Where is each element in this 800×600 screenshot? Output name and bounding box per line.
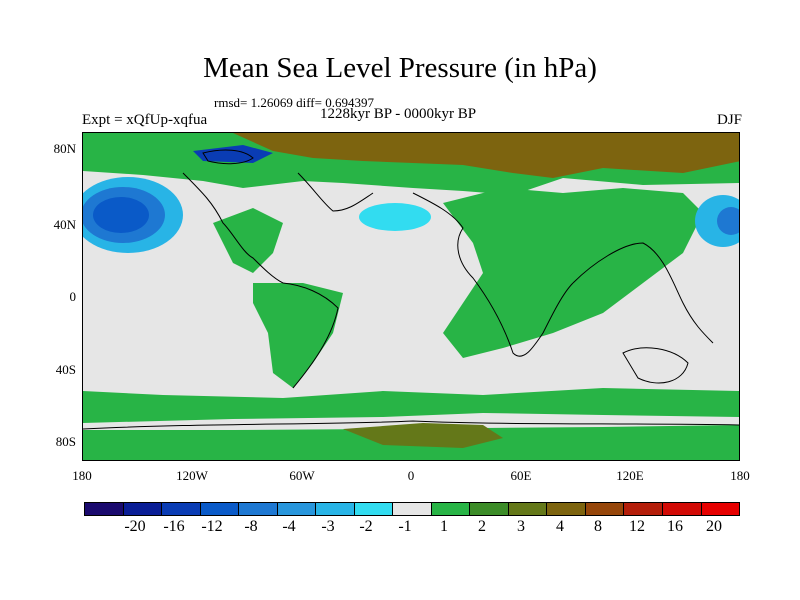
colorbar-swatch <box>393 503 432 515</box>
colorbar-label: -8 <box>244 518 258 535</box>
colorbar-swatch <box>470 503 509 515</box>
colorbar <box>84 502 740 516</box>
map-canvas <box>83 133 739 460</box>
colorbar-swatch <box>431 503 471 515</box>
lon-label-60w: 60W <box>289 468 315 483</box>
colorbar-swatch <box>354 503 394 515</box>
colorbar-swatch <box>585 503 625 515</box>
colorbar-swatch <box>316 503 355 515</box>
colorbar-label: -16 <box>163 518 185 535</box>
colorbar-label: 3 <box>517 518 525 535</box>
lat-label-40n: 40N <box>53 217 76 232</box>
map-title: Mean Sea Level Pressure (in hPa) <box>203 52 597 84</box>
colorbar-label: -1 <box>398 518 412 535</box>
colorbar-label: 1 <box>440 518 448 535</box>
season-label: DJF <box>716 112 742 128</box>
lat-label-80s: 80S <box>55 434 76 449</box>
colorbar-label: 8 <box>594 518 602 535</box>
colorbar-label: 16 <box>667 518 683 535</box>
colorbar-swatch <box>85 503 124 515</box>
south-america-positive <box>253 283 343 388</box>
north-pacific-low-inner <box>93 197 149 233</box>
stats-text: rmsd= 1.26069 diff= 0.694397 <box>214 95 374 110</box>
lon-label-120e: 120E <box>616 468 644 483</box>
colorbar-swatch <box>200 503 240 515</box>
lon-label-180w: 180 <box>72 468 92 483</box>
lon-label-60e: 60E <box>510 468 532 483</box>
east-pacific-low-inner <box>717 207 739 235</box>
colorbar-label: -4 <box>282 518 296 535</box>
americas-positive-region <box>213 208 283 273</box>
lat-label-40s: 40S <box>55 362 76 377</box>
colorbar-swatch <box>624 503 663 515</box>
coastlines <box>83 149 739 430</box>
lon-label-120w: 120W <box>176 468 208 483</box>
colorbar-swatch <box>162 503 201 515</box>
lon-label-0: 0 <box>407 468 415 483</box>
eurasia-positive-region <box>443 188 703 358</box>
period-text: 1228kyr BP - 0000kyr BP <box>320 106 477 122</box>
lat-label-80n: 80N <box>53 141 76 156</box>
colorbar-label: 12 <box>629 518 645 535</box>
colorbar-label: -3 <box>321 518 335 535</box>
colorbar-swatch <box>547 503 586 515</box>
colorbar-swatch <box>239 503 278 515</box>
colorbar-label: -2 <box>359 518 373 535</box>
colorbar-swatch <box>701 503 740 515</box>
colorbar-label: -20 <box>124 518 146 535</box>
colorbar-label: -12 <box>201 518 223 535</box>
colorbar-label: 20 <box>706 518 722 535</box>
lat-label-0: 0 <box>69 289 77 304</box>
colorbar-swatch <box>123 503 163 515</box>
arctic-strong-positive <box>233 133 739 178</box>
pressure-map <box>82 132 740 461</box>
colorbar-label: 2 <box>478 518 486 535</box>
atlantic-low <box>359 203 431 231</box>
lon-label-180e: 180 <box>730 468 750 483</box>
antarctic-strong-positive <box>343 423 503 448</box>
colorbar-label: 4 <box>556 518 564 535</box>
colorbar-swatch <box>508 503 548 515</box>
colorbar-swatch <box>277 503 317 515</box>
experiment-label: Expt = xQfUp-xqfua <box>82 112 208 128</box>
colorbar-swatch <box>662 503 702 515</box>
